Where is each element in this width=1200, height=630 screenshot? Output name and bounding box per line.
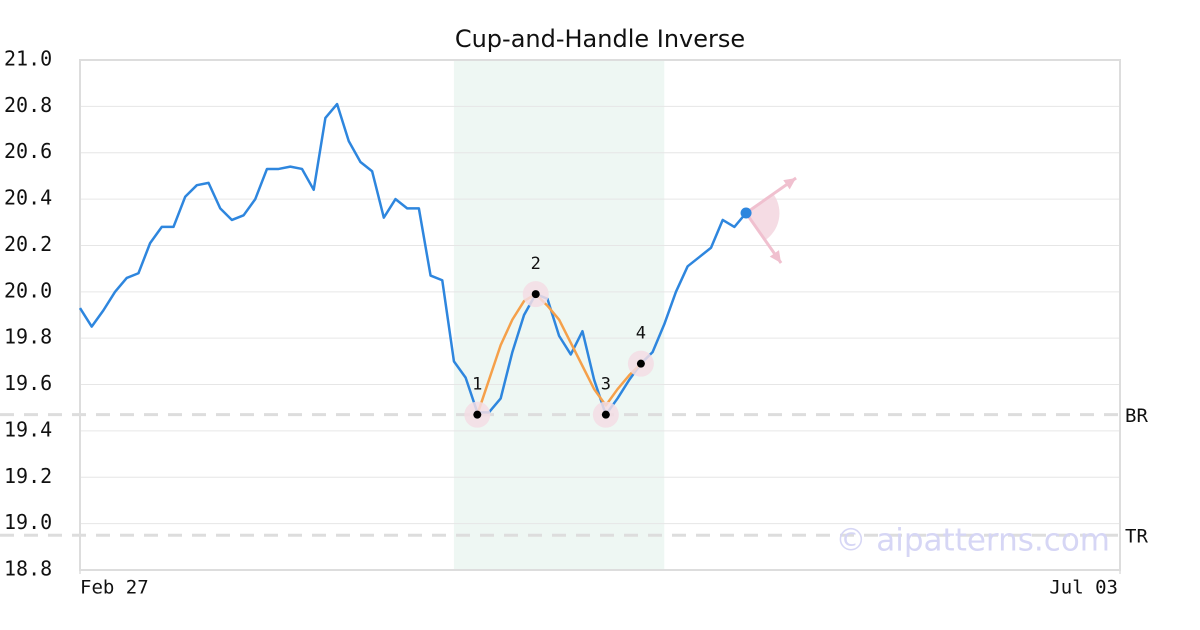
pattern-label: 1 — [472, 375, 482, 395]
pattern-label: 2 — [531, 254, 541, 274]
arrow-head — [783, 178, 797, 190]
x-tick-label: Jul 03 — [1049, 577, 1118, 599]
watermark: © aipatterns.com — [835, 523, 1110, 559]
chart-title: Cup-and-Handle Inverse — [455, 25, 745, 53]
plot-border — [79, 59, 1121, 571]
pattern-label: 4 — [636, 324, 646, 344]
y-tick-label: 20.4 — [4, 186, 52, 210]
y-tick-label: 19.4 — [4, 417, 52, 441]
level-label: BR — [1125, 405, 1148, 427]
pattern-point — [601, 410, 610, 419]
y-tick-label: 20.6 — [4, 139, 52, 163]
y-tick-label: 20.2 — [4, 232, 52, 256]
y-tick-label: 19.0 — [4, 510, 52, 534]
y-tick-label: 21.0 — [4, 47, 52, 71]
level-label: TR — [1125, 526, 1148, 548]
y-tick-label: 20.8 — [4, 93, 52, 117]
y-tick-label: 19.6 — [4, 371, 52, 395]
x-tick-label: Feb 27 — [80, 577, 149, 599]
last-point — [740, 207, 752, 219]
pattern-point — [531, 290, 540, 299]
arrow-head — [769, 250, 782, 263]
pattern-line — [476, 292, 642, 416]
y-tick-label: 19.2 — [4, 464, 52, 488]
pattern-point — [473, 410, 482, 419]
pattern-label: 3 — [601, 375, 611, 395]
pattern-point — [636, 359, 645, 368]
y-tick-label: 18.8 — [4, 557, 52, 581]
y-tick-label: 19.8 — [4, 325, 52, 349]
highlight-band — [453, 60, 665, 570]
projection-wedge — [746, 195, 780, 241]
y-tick-label: 20.0 — [4, 278, 52, 302]
